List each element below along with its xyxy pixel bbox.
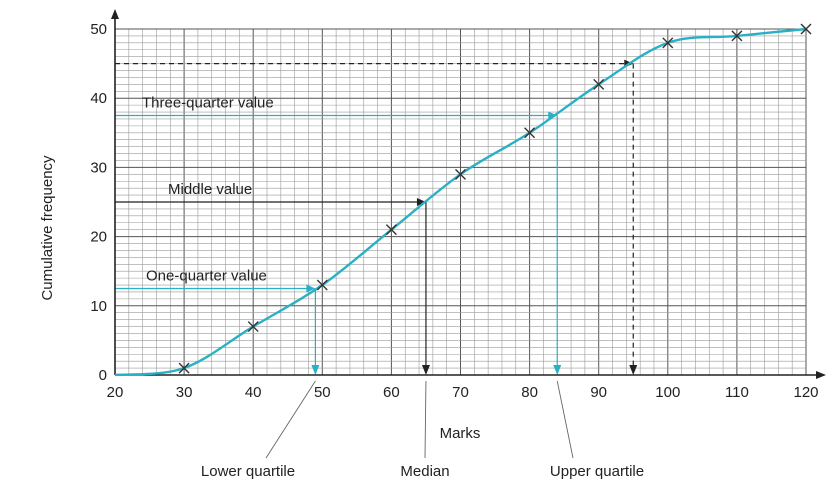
data-point bbox=[178, 362, 190, 374]
tick-labels: 20 30 40 50 60 70 80 90 100 110 120 0 10 20 30 40 50 bbox=[90, 21, 818, 401]
x-tick-label: 20 bbox=[107, 384, 124, 401]
guide-label: Three-quarter value bbox=[142, 95, 274, 112]
annotations: One-quarter value Middle value Three-quart… bbox=[142, 95, 644, 481]
data-point bbox=[662, 37, 674, 49]
callout-leader bbox=[424, 380, 427, 459]
guide-arrow bbox=[416, 198, 426, 206]
x-tick-label: 50 bbox=[314, 384, 331, 401]
y-tick-label: 20 bbox=[90, 229, 107, 246]
y-tick-label: 30 bbox=[90, 159, 107, 176]
y-tick-label: 40 bbox=[90, 90, 107, 107]
data-point bbox=[385, 224, 397, 236]
guide-lines bbox=[115, 59, 638, 375]
curve-layer bbox=[114, 23, 812, 377]
callout-leader bbox=[556, 380, 574, 459]
callout-label: Upper quartile bbox=[550, 463, 644, 480]
data-point bbox=[800, 23, 812, 35]
y-tick-label: 10 bbox=[90, 298, 107, 315]
guide-arrow bbox=[421, 365, 430, 375]
callout-label: Lower quartile bbox=[201, 463, 295, 480]
guide-arrow bbox=[553, 365, 562, 375]
x-tick-label: 40 bbox=[245, 384, 262, 401]
x-tick-label: 60 bbox=[383, 384, 400, 401]
x-tick-label: 110 bbox=[725, 384, 749, 401]
guide-arrow bbox=[306, 284, 316, 293]
data-point bbox=[731, 30, 743, 42]
x-tick-label: 70 bbox=[452, 384, 469, 401]
x-axis-label: Marks bbox=[440, 425, 481, 442]
x-tick-label: 80 bbox=[521, 384, 538, 401]
x-tick-label: 120 bbox=[793, 384, 818, 401]
callout-leader bbox=[265, 380, 316, 459]
guide-label: One-quarter value bbox=[146, 268, 267, 285]
x-tick-label: 100 bbox=[655, 384, 680, 401]
x-axis-arrow bbox=[816, 371, 826, 379]
data-point bbox=[316, 279, 328, 291]
data-point bbox=[593, 78, 605, 90]
y-axis-arrow bbox=[111, 9, 119, 19]
x-tick-label: 30 bbox=[176, 384, 193, 401]
data-point bbox=[524, 127, 536, 139]
callout-label: Median bbox=[400, 463, 449, 480]
guide-arrow bbox=[311, 365, 320, 375]
data-point bbox=[455, 168, 466, 180]
y-axis-label: Cumulative frequency bbox=[39, 155, 56, 301]
data-point bbox=[247, 321, 259, 333]
guide-arrow bbox=[629, 365, 638, 375]
y-tick-label: 0 bbox=[99, 367, 107, 384]
axes bbox=[111, 9, 826, 379]
x-tick-label: 90 bbox=[590, 384, 607, 401]
y-tick-label: 50 bbox=[90, 21, 107, 38]
guide-label: Middle value bbox=[168, 181, 252, 198]
